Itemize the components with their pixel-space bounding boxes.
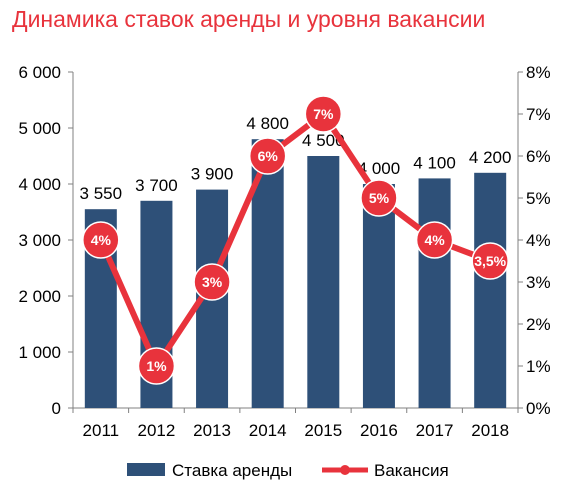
bar-data-label: 3 550: [80, 184, 123, 203]
vacancy-point: [137, 347, 176, 385]
y-left-tick-label: 5 000: [18, 119, 61, 138]
bar-data-label: 4 800: [246, 114, 289, 133]
y-right-tick-label: 8%: [526, 63, 551, 82]
bar-data-label: 4 000: [358, 159, 401, 178]
chart-title: Динамика ставок аренды и уровня вакансии: [12, 6, 486, 32]
vacancy-data-label: 1%: [146, 358, 167, 374]
vacancy-data-label: 7%: [313, 106, 334, 122]
x-tick-label: 2016: [360, 421, 398, 440]
y-right-tick-label: 2%: [526, 315, 551, 334]
vacancy-data-label: 3%: [202, 274, 223, 290]
vacancy-point: [248, 137, 287, 175]
vacancy-point: [304, 95, 343, 133]
y-right-tick-label: 5%: [526, 189, 551, 208]
vacancy-data-label: 4%: [91, 232, 112, 248]
bar: [474, 172, 507, 408]
y-left-tick-label: 3 000: [18, 231, 61, 250]
x-tick-label: 2013: [193, 421, 231, 440]
vacancy-point: [193, 263, 231, 301]
vacancy-point: [360, 179, 398, 217]
x-tick-label: 2017: [416, 421, 454, 440]
y-right-tick-label: 6%: [526, 147, 551, 166]
vacancy-data-label: 4%: [424, 232, 445, 248]
y-right-tick-label: 1%: [526, 357, 551, 376]
y-left-tick-label: 4 000: [18, 175, 61, 194]
bar: [418, 178, 451, 408]
bar-data-label: 4 100: [413, 153, 456, 172]
bar: [362, 184, 395, 408]
y-left-tick-label: 6 000: [18, 63, 61, 82]
y-right-tick-label: 7%: [526, 105, 551, 124]
vacancy-point: [471, 242, 509, 280]
x-tick-label: 2015: [304, 421, 342, 440]
x-tick-label: 2018: [471, 421, 509, 440]
y-right-tick-label: 4%: [526, 231, 551, 250]
y-left-tick-label: 2 000: [18, 287, 61, 306]
y-left-tick-label: 0: [52, 399, 61, 418]
vacancy-data-label: 6%: [258, 148, 279, 164]
x-tick-label: 2012: [138, 421, 176, 440]
legend-marker-vacancy: [340, 465, 350, 475]
y-left-tick-label: 1 000: [18, 343, 61, 362]
bar-data-label: 4 200: [469, 148, 512, 167]
bar-data-label: 4 500: [302, 131, 345, 150]
vacancy-data-label: 5%: [369, 190, 390, 206]
x-tick-label: 2014: [249, 421, 287, 440]
y-right-tick-label: 0%: [526, 399, 551, 418]
vacancy-point: [415, 221, 454, 259]
bar-data-label: 3 900: [191, 165, 234, 184]
vacancy-point: [82, 221, 120, 259]
x-tick-label: 2011: [83, 421, 120, 440]
legend-swatch-rent: [127, 463, 165, 476]
bar: [307, 156, 340, 408]
y-right-tick-label: 3%: [526, 273, 551, 292]
legend-label-rent: Ставка аренды: [172, 461, 292, 480]
bar-data-label: 3 700: [135, 176, 178, 195]
vacancy-data-label: 3,5%: [474, 253, 506, 269]
legend-label-vacancy: Вакансия: [374, 461, 449, 480]
